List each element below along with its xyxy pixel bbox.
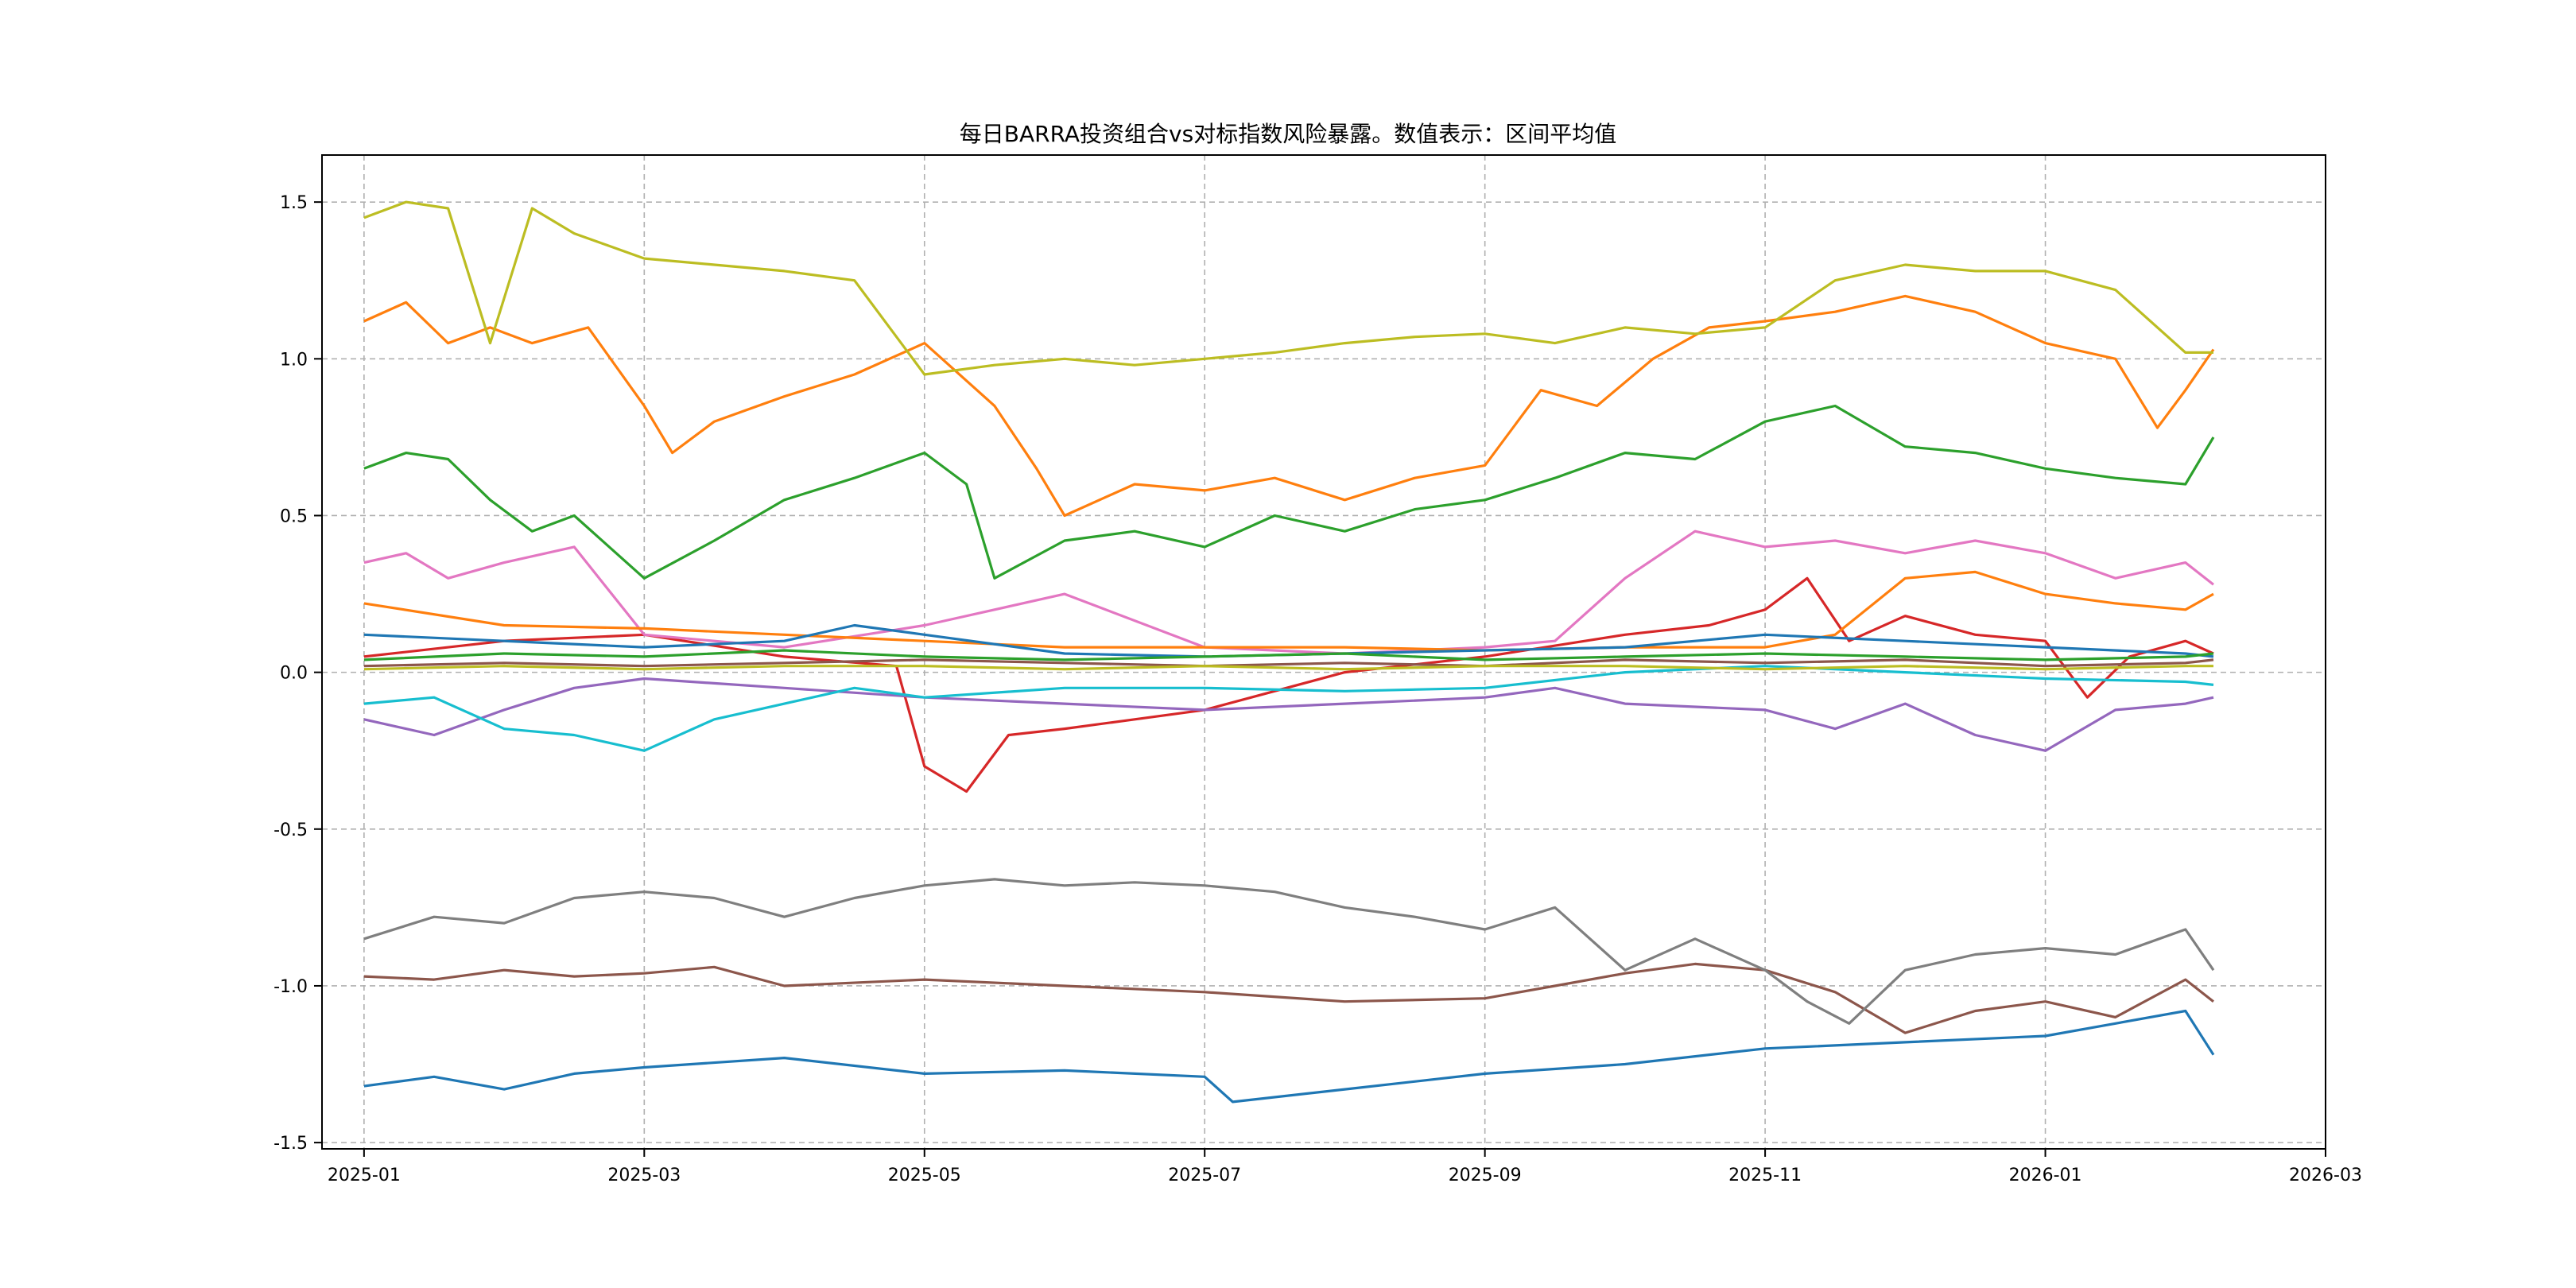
series-line-green-2 [363,649,2214,661]
y-tick-label: -1.0 [274,977,308,997]
y-tick-label: -0.5 [274,821,308,840]
x-tick-label: 2025-01 [328,1166,401,1185]
x-tick-label: 2025-11 [1728,1166,1802,1185]
series-line-blue [363,1009,2215,1104]
plot-frame [321,154,2326,1150]
x-tick-label: 2026-03 [2289,1166,2362,1185]
series-line-brown [363,962,2214,1034]
series-line-brown-2 [363,658,2214,668]
grid-lines [322,155,2326,1149]
chart-title: 每日BARRA投资组合vs对标指数风险暴露。数值表示：区间平均值 [960,121,1616,147]
y-tick-label: 0.0 [280,664,308,684]
y-tick-label: 0.5 [280,506,308,526]
x-tick-label: 2025-09 [1449,1166,1522,1185]
x-tick-label: 2025-07 [1168,1166,1241,1185]
y-tick-label: -1.5 [274,1134,308,1154]
y-tick-label: 1.5 [280,193,308,213]
x-tick-label: 2025-05 [888,1166,961,1185]
series-line-cyan [363,665,2214,752]
x-tick-label: 2026-01 [2009,1166,2082,1185]
data-series [363,200,2215,1104]
series-line-olive [363,200,2213,376]
series-line-orange [363,294,2215,518]
axes: 2025-01 2025-03 2025-05 2025-07 2025-09 2025-… [274,154,2362,1185]
x-tick-label: 2025-03 [607,1166,681,1185]
series-line-gray [363,878,2215,1025]
series-line-purple [363,677,2214,752]
series-line-green [363,404,2215,580]
series-line-olive-2 [363,665,2213,671]
y-tick-label: 1.0 [280,350,308,370]
series-line-pink [363,530,2214,655]
